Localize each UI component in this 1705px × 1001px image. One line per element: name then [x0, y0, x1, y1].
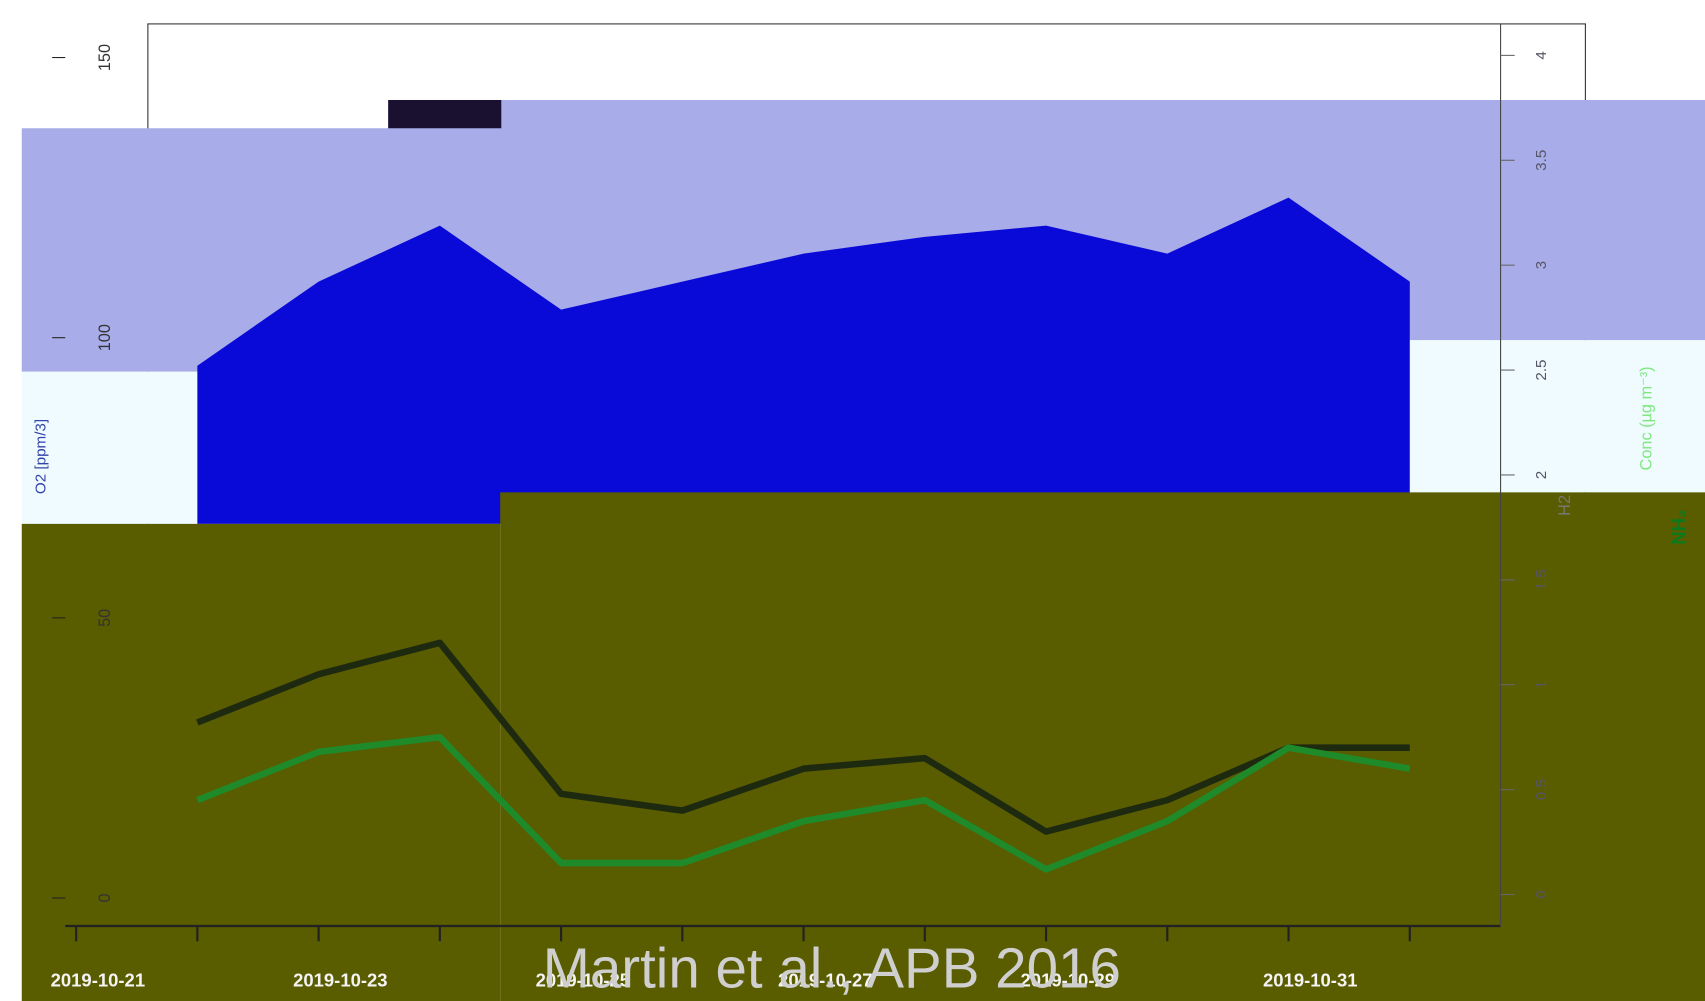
y-tick-label: 50 [96, 609, 114, 627]
x-tick-label: 2019-10-27 [778, 969, 873, 990]
y2-tick-label: 0 [1533, 890, 1550, 898]
y2-tick-label: 3.5 [1533, 150, 1550, 171]
band [21, 523, 501, 1001]
x-tick-label: 2019-10-25 [536, 969, 631, 990]
y-tick-label: 150 [96, 44, 114, 71]
x-tick-label: 2019-10-31 [1263, 969, 1358, 990]
caption: Martin et al., APB 2016 [543, 937, 1121, 1000]
band [500, 492, 1705, 1001]
x-tick-label: 2019-10-29 [1021, 969, 1116, 990]
y2-axis-title: NH₃ [1668, 510, 1689, 545]
y2-tick-label: 2 [1533, 471, 1550, 479]
y2-tick-label: 1 [1533, 681, 1550, 689]
band [388, 99, 502, 129]
line [196, 733, 1411, 873]
y2-tick-label: 2.5 [1533, 359, 1550, 380]
y2-tick-label: 4 [1533, 51, 1550, 60]
y2-tick-label: 0.5 [1533, 779, 1550, 800]
y2-tick-label: 1.5 [1533, 569, 1550, 590]
y2-axis-title: H2 [1556, 495, 1574, 516]
area [197, 197, 1410, 524]
y-axis-title: O2 [ppm/3] [32, 419, 49, 494]
y2-tick-label: 3 [1533, 261, 1550, 269]
x-tick-label: 2019-10-23 [293, 969, 388, 990]
line [196, 639, 1410, 835]
x-tick-label: 2019-10-21 [51, 969, 146, 990]
y-tick-label: 0 [96, 893, 114, 902]
y2-axis-title: Conc (µg m⁻³) [1638, 366, 1656, 470]
y-tick-label: 100 [96, 324, 114, 351]
